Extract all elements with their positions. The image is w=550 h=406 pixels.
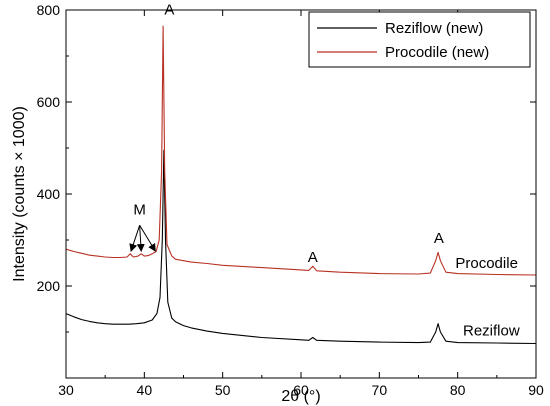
legend-label: Procodile (new) — [385, 44, 489, 61]
annotation-arrow — [136, 225, 145, 253]
annotation-arrow — [139, 225, 156, 252]
y-axis-title: Intensity (counts × 1000) — [11, 106, 28, 282]
legend-box — [308, 11, 531, 68]
x-tick-label: 80 — [450, 382, 466, 398]
y-tick-label: 800 — [37, 2, 61, 18]
series-line-2 — [65, 25, 537, 276]
annotation-label: Procodile — [455, 255, 518, 272]
x-tick-label: 40 — [137, 382, 153, 398]
x-tick-label: 30 — [58, 382, 74, 398]
annotation-label: A — [308, 249, 318, 266]
legend: Reziflow (new) Procodile (new) — [308, 11, 531, 68]
series-line-1 — [65, 149, 537, 345]
annotation-arrow — [129, 225, 141, 252]
annotation-label: M — [133, 202, 146, 219]
x-tick-label: 70 — [372, 382, 388, 398]
legend-label: Reziflow (new) — [385, 20, 483, 37]
x-axis-title: 2θ (°) — [281, 388, 320, 405]
x-tick-label: 60 — [293, 382, 309, 398]
x-tick-label: 50 — [215, 382, 231, 398]
x-tick-label: 90 — [528, 382, 544, 398]
axis-layer: 30 40 50 60 70 80 90 200 400 600 800 2θ (°) Intensit… — [11, 2, 544, 405]
y-tick-label: 600 — [37, 94, 61, 110]
y-tick-label: 200 — [37, 278, 61, 294]
series-layer — [65, 25, 537, 345]
annotation-label: A — [434, 230, 444, 247]
y-tick-label: 400 — [37, 186, 61, 202]
annotation-label: Reziflow — [463, 323, 520, 340]
